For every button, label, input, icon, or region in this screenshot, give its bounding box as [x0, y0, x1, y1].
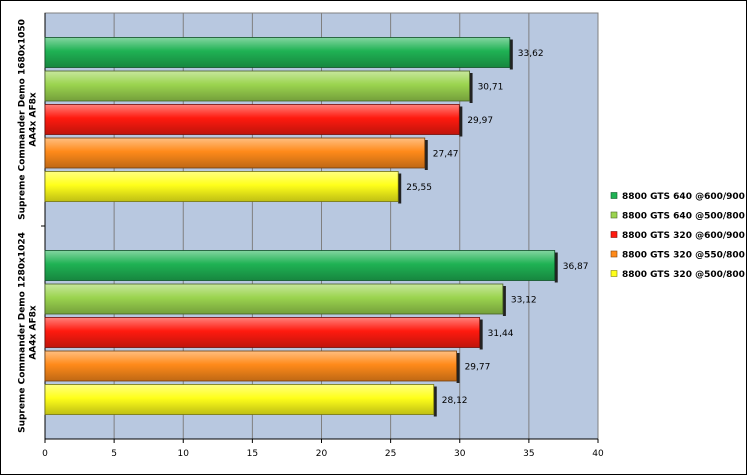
- legend-entry: 8800 GTS 320 @550/800: [622, 251, 745, 261]
- bar: [44, 384, 435, 415]
- bar-shadow: [433, 386, 437, 417]
- category-label-line: Supreme Commander Demo 1680x1050: [18, 19, 28, 220]
- legend-box: [605, 186, 741, 292]
- legend-swatch: [610, 231, 618, 238]
- bar-shadow: [479, 319, 483, 350]
- legend-entry: 8800 GTS 320 @600/900: [622, 231, 745, 241]
- bar-shadow: [469, 73, 473, 103]
- x-tick-label: 35: [523, 449, 534, 459]
- data-label: 33,62: [518, 49, 544, 59]
- data-label: 25,55: [406, 183, 432, 193]
- category-label-line: Supreme Commander Demo 1280x1024: [18, 232, 28, 433]
- bars: [44, 37, 558, 417]
- bar-shadow: [502, 286, 506, 316]
- data-label: 31,44: [488, 329, 514, 339]
- legend-entry: 8800 GTS 640 @600/900: [622, 192, 745, 202]
- bar: [44, 137, 426, 169]
- data-label: 27,47: [433, 150, 459, 160]
- legend-swatch: [610, 211, 618, 219]
- x-tick-label: 5: [111, 449, 117, 459]
- category-label-line: AA4x AF8x: [29, 92, 39, 147]
- bar-shadow: [456, 353, 460, 383]
- data-labels: 33,62 30,71 29,97 27,47 25,55 36,87 33,12 31,44…: [406, 49, 588, 406]
- x-tick-label: 20: [316, 449, 328, 459]
- category-label-line: AA4x AF8x: [29, 305, 39, 360]
- x-tick-label: 15: [247, 449, 258, 459]
- bar: [44, 283, 504, 315]
- bar: [44, 171, 399, 202]
- bar: [44, 104, 460, 135]
- bar: [44, 37, 511, 68]
- category-labels: Supreme Commander Demo 1680x1050 AA4x AF8…: [18, 19, 39, 433]
- bar-shadow: [398, 173, 402, 204]
- x-tick-label: 40: [592, 449, 604, 459]
- bar-shadow: [554, 252, 558, 283]
- legend-entry: 8800 GTS 640 @500/800: [622, 212, 745, 222]
- data-label: 30,71: [478, 83, 504, 93]
- data-label: 29,97: [467, 116, 493, 126]
- legend-swatch: [610, 192, 618, 199]
- legend-swatch: [610, 270, 618, 277]
- x-tick-label: 10: [178, 449, 190, 459]
- bar-shadow: [509, 39, 513, 70]
- legend-entry: 8800 GTS 320 @500/800: [622, 270, 745, 280]
- bar-shadow: [424, 140, 428, 170]
- bar: [44, 250, 556, 281]
- data-label: 29,77: [465, 363, 491, 373]
- bar: [44, 70, 470, 102]
- bar: [44, 350, 457, 382]
- bar: [44, 317, 481, 348]
- x-tick-label: 0: [42, 449, 48, 459]
- category-label: Supreme Commander Demo 1280x1024 AA4x AF8…: [18, 232, 39, 433]
- data-label: 33,12: [511, 296, 537, 306]
- x-tick-label: 30: [454, 449, 466, 459]
- bar-shadow: [459, 106, 463, 137]
- data-label: 28,12: [442, 396, 468, 406]
- legend: 8800 GTS 640 @600/900 8800 GTS 640 @500/8…: [605, 186, 745, 292]
- x-tick-label: 25: [385, 449, 396, 459]
- data-label: 36,87: [563, 262, 589, 272]
- category-label: Supreme Commander Demo 1680x1050 AA4x AF8…: [18, 19, 39, 220]
- legend-swatch: [610, 250, 618, 258]
